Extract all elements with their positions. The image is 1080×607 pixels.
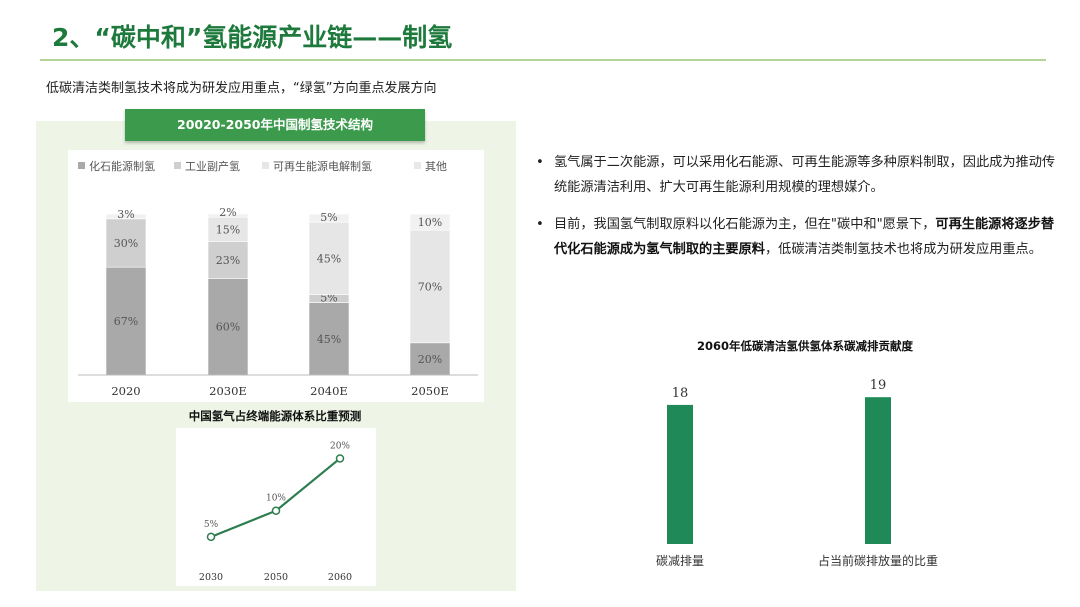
data-label: 30% (114, 237, 138, 250)
page-subtitle: 低碳清洁类制氢技术将成为研发应用重点，“绿氢”方向重点发展方向 (46, 81, 437, 96)
bar-segment (105, 266, 147, 376)
legend-swatch (262, 162, 269, 169)
bar-chart-title: 2060年低碳清洁氢供氢体系碳减排贡献度 (696, 339, 913, 353)
data-label: 10% (418, 216, 442, 229)
bullet-list: • 氢气属于二次能源，可以采用化石能源、可再生能源等多种原料制取，因此成为推动传… (536, 150, 1056, 274)
x-tick-label: 占当前碳排放量的比重 (818, 553, 938, 568)
bullet-dot: • (536, 217, 544, 232)
legend-swatch (414, 162, 421, 169)
data-label: 20% (418, 353, 442, 366)
line-point (206, 532, 216, 542)
bar-segment (207, 241, 249, 279)
data-label: 60% (216, 321, 240, 334)
stacked-bar-chart-container: 化石能源制氢 工业副产氢 可再生能源电解制氢 其他 67% 30% 3% 2020 60% 23%… (68, 150, 484, 402)
bar-segment (308, 221, 350, 295)
bullet-text-bold: 可再生能源将逐步替代化石能源成为氢气制取的主要原料 (554, 217, 1055, 257)
x-tick-label: 碳减排量 (656, 554, 704, 568)
stacked-chart-title: 20020-2050年中国制氢技术结构 (125, 109, 425, 141)
bar-segment (308, 213, 350, 223)
legend-swatch (78, 162, 85, 169)
line-chart: 5% 2030 10% 2050 20% 2060 (199, 441, 352, 583)
data-label: 5% (320, 211, 337, 224)
data-label: 5% (204, 520, 219, 530)
x-tick-label: 2050 (264, 572, 288, 583)
bullet-item-1: • 氢气属于二次能源，可以采用化石能源、可再生能源等多种原料制取，因此成为推动传… (536, 150, 1056, 200)
x-tick-label: 2050E (411, 384, 449, 398)
bullet-item-2: • 目前，我国氢气制取原料以化石能源为主，但在"碳中和"愿景下，可再生能源将逐步… (536, 212, 1056, 262)
line-point (271, 506, 281, 515)
bar-chart-container: 18 碳减排量 19 占当前碳排放量的比重 (620, 358, 990, 578)
bar-chart: 18 碳减排量 19 占当前碳排放量的比重 (656, 378, 938, 568)
bar-segment (207, 213, 249, 218)
bar-segment (409, 213, 451, 231)
bullet-text: 氢气属于二次能源，可以采用化石能源、可再生能源等多种原料制取，因此成为推动传统能… (554, 155, 1056, 195)
stacked-bar-chart: 化石能源制氢 工业副产氢 可再生能源电解制氢 其他 67% 30% 3% 2020 60% 23%… (78, 159, 478, 398)
x-tick-label: 2060 (328, 572, 352, 583)
page-title: 2、“碳中和”氢能源产业链——制氢 (52, 23, 453, 52)
bar (667, 404, 693, 544)
legend-label: 化石能源制氢 (89, 159, 155, 173)
line-point (335, 454, 345, 463)
bar (865, 397, 891, 544)
x-tick-label: 2030E (209, 384, 247, 398)
data-label: 45% (317, 252, 341, 265)
x-tick-label: 2040E (310, 384, 348, 398)
title-divider (40, 59, 1046, 61)
bar-segment (207, 216, 249, 242)
data-label: 70% (418, 280, 442, 293)
line-chart-title: 中国氢气占终端能源体系比重预测 (188, 409, 362, 423)
data-label: 15% (216, 223, 240, 236)
data-label: 10% (266, 494, 286, 504)
data-label: 18 (672, 386, 689, 401)
data-label: 2% (219, 206, 236, 219)
legend-swatch (174, 162, 181, 169)
data-label: 20% (330, 441, 350, 451)
bar-segment (105, 213, 147, 220)
data-label: 3% (117, 208, 134, 221)
bar-segment (409, 229, 451, 344)
bullet-dot: • (536, 155, 544, 170)
data-label: 45% (317, 333, 341, 346)
line-chart-container: 5% 2030 10% 2050 20% 2060 (176, 428, 376, 586)
bullet-text-post: ，低碳清洁类制氢技术也将成为研发应用重点。 (765, 242, 1042, 257)
data-label: 19 (870, 378, 887, 393)
bullet-text-pre: 目前，我国氢气制取原料以化石能源为主，但在"碳中和"愿景下， (554, 217, 936, 232)
x-tick-label: 2020 (111, 384, 140, 398)
legend-label: 可再生能源电解制氢 (273, 159, 372, 173)
data-label: 67% (114, 315, 138, 328)
legend-label: 工业副产氢 (185, 159, 240, 173)
x-tick-label: 2030 (199, 572, 223, 583)
bar-segment (308, 302, 350, 376)
legend-label: 其他 (425, 160, 447, 173)
data-label: 23% (216, 254, 240, 267)
